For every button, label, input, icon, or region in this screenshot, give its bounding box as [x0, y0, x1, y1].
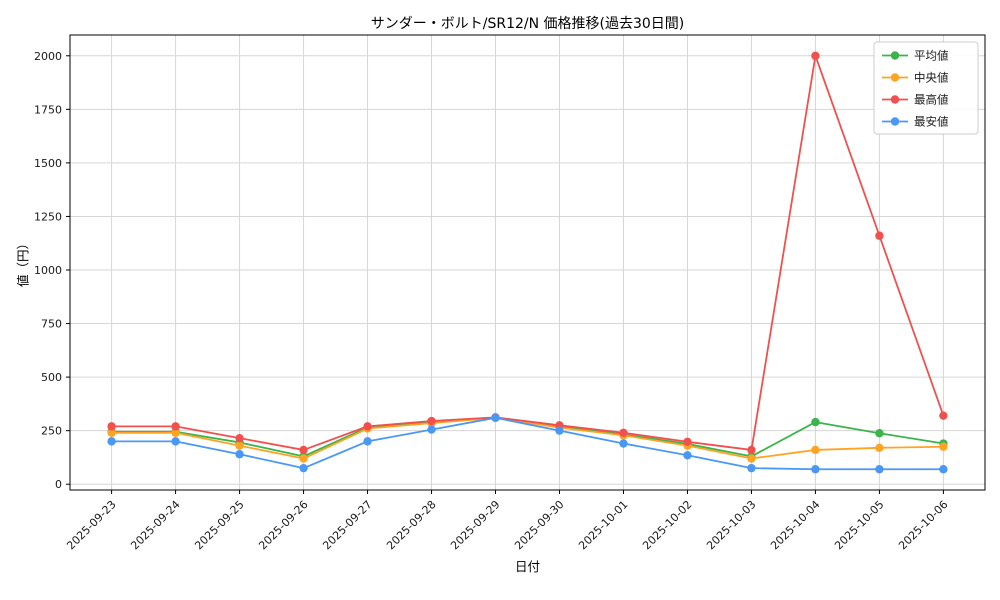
data-point-median	[235, 441, 244, 450]
data-point-max	[619, 428, 628, 438]
data-point-min	[747, 463, 756, 473]
data-point-max	[427, 416, 436, 426]
legend-marker-max	[890, 95, 900, 104]
data-point-median	[875, 443, 884, 452]
data-point-max	[811, 51, 820, 60]
y-tick-label: 1750	[34, 103, 62, 116]
y-tick-label: 1000	[34, 264, 62, 277]
data-point-average	[875, 429, 884, 438]
plot-area	[70, 35, 985, 490]
data-point-max	[363, 422, 372, 431]
data-point-min	[683, 451, 692, 460]
chart-title: サンダー・ボルト/SR12/N 価格推移(過去30日間)	[370, 16, 685, 32]
data-point-max	[747, 445, 756, 455]
y-tick-label: 500	[41, 371, 62, 384]
legend-box	[873, 41, 979, 135]
legend-marker-median	[890, 73, 900, 82]
data-point-min	[299, 463, 308, 473]
data-point-min	[363, 437, 372, 446]
legend-label-min: 最安値	[914, 115, 949, 129]
x-tick-label: 2025-10-05	[832, 498, 886, 552]
data-point-min	[619, 439, 628, 448]
data-point-median	[747, 454, 756, 463]
x-tick-label: 2025-09-24	[128, 498, 182, 552]
x-tick-label: 2025-10-02	[640, 498, 694, 552]
y-tick-label: 2000	[34, 50, 62, 63]
data-point-max	[171, 422, 180, 431]
data-point-max	[107, 422, 116, 431]
data-point-median	[171, 428, 180, 438]
data-point-median	[107, 428, 116, 438]
x-axis-label: 日付	[514, 559, 540, 574]
data-point-max	[939, 411, 948, 420]
legend-label-max: 最高値	[914, 93, 949, 107]
data-point-max	[683, 437, 692, 447]
data-point-min	[235, 450, 244, 459]
data-point-average	[811, 417, 820, 427]
data-point-min	[427, 425, 436, 434]
x-tick-label: 2025-10-01	[576, 498, 630, 552]
legend-marker-average	[890, 51, 900, 60]
data-point-min	[875, 465, 884, 474]
series-line-max	[110, 54, 945, 451]
plot-border	[69, 34, 986, 491]
data-point-median	[811, 445, 820, 455]
legend-marker-min	[890, 117, 900, 126]
y-tick-label: 1250	[34, 210, 62, 223]
y-tick-label: 0	[55, 478, 62, 491]
x-tick-label: 2025-09-27	[320, 498, 374, 552]
data-point-max	[235, 433, 244, 443]
x-tick-label: 2025-10-03	[704, 498, 758, 552]
x-tick-label: 2025-09-26	[256, 498, 310, 552]
x-tick-label: 2025-09-30	[512, 498, 566, 552]
y-tick-label: 750	[41, 318, 62, 331]
x-tick-label: 2025-09-23	[64, 498, 118, 552]
data-point-min	[491, 413, 500, 423]
data-point-min	[107, 437, 116, 446]
y-tick-label: 250	[41, 425, 62, 438]
data-point-min	[939, 465, 948, 474]
x-tick-label: 2025-10-04	[768, 498, 822, 552]
series-line-median	[110, 416, 945, 460]
y-tick-label: 1500	[34, 157, 62, 170]
x-tick-label: 2025-09-28	[384, 498, 438, 552]
data-point-max	[299, 445, 308, 455]
legend-label-median: 中央値	[914, 71, 949, 85]
data-point-min	[555, 426, 564, 435]
series-line-min	[110, 416, 945, 471]
x-tick-label: 2025-09-29	[448, 498, 502, 552]
data-point-median	[939, 442, 948, 451]
x-tick-label: 2025-10-06	[896, 498, 950, 552]
data-point-median	[299, 454, 308, 463]
legend-label-average: 平均値	[914, 49, 949, 63]
data-point-max	[875, 231, 884, 240]
data-point-min	[171, 437, 180, 446]
x-tick-label: 2025-09-25	[192, 498, 246, 552]
data-point-min	[811, 465, 820, 474]
